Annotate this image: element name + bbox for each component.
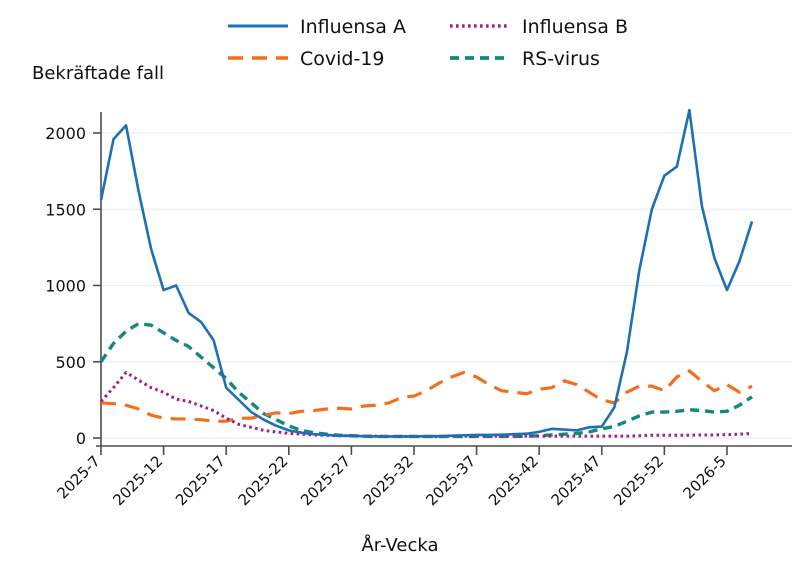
y-axis-title: Bekräftade fall bbox=[32, 63, 164, 84]
x-tick-label: 2025-27 bbox=[297, 452, 354, 509]
y-tick-labels: 0 500 1000 1500 2000 bbox=[45, 124, 86, 448]
x-tick-label: 2025-22 bbox=[235, 452, 292, 509]
x-tick-label: 2025-42 bbox=[485, 452, 542, 509]
series-line-covid-19 bbox=[100, 369, 753, 423]
x-tick-label: 2025-37 bbox=[422, 452, 479, 509]
x-tick-label: 2025-47 bbox=[548, 452, 605, 509]
legend-label-influensa-a: Influensa A bbox=[300, 16, 406, 38]
legend-item-influensa-b: Influensa B bbox=[450, 16, 628, 38]
y-tick-label: 0 bbox=[76, 429, 86, 448]
y-tick-label: 500 bbox=[55, 353, 86, 372]
gridlines bbox=[101, 132, 792, 439]
legend-label-influensa-b: Influensa B bbox=[522, 16, 628, 38]
x-tick-label: 2025-52 bbox=[610, 452, 667, 509]
x-tick-label: 2025-12 bbox=[109, 452, 166, 509]
x-tick-label: 2025-32 bbox=[360, 452, 417, 509]
y-tick-label: 1000 bbox=[45, 277, 86, 296]
y-tick-label: 1500 bbox=[45, 200, 86, 219]
series-line-influensa-b bbox=[99, 370, 753, 438]
x-tick-label: 2025-17 bbox=[172, 452, 229, 509]
legend-item-rs-virus: RS-virus bbox=[450, 48, 600, 70]
legend-item-covid-19: Covid-19 bbox=[228, 48, 385, 70]
x-axis-title: År-Vecka bbox=[361, 534, 438, 556]
legend-item-influensa-a: Influensa A bbox=[228, 16, 406, 38]
legend: Influensa A Influensa B Covid-19 RS-viru… bbox=[228, 16, 628, 70]
y-tick-label: 2000 bbox=[45, 124, 86, 143]
legend-label-covid-19: Covid-19 bbox=[300, 48, 385, 70]
y-tick-marks bbox=[93, 132, 101, 439]
x-tick-marks bbox=[100, 446, 728, 455]
x-tick-label: 2026-5 bbox=[679, 452, 729, 502]
series-line-influensa-a bbox=[99, 108, 754, 438]
series-lines bbox=[99, 108, 754, 439]
x-tick-label: 2025-7 bbox=[54, 452, 104, 502]
x-tick-labels: 2025-7 2025-12 2025-17 2025-22 2025-27 2025-3… bbox=[54, 452, 730, 509]
legend-label-rs-virus: RS-virus bbox=[522, 48, 600, 70]
